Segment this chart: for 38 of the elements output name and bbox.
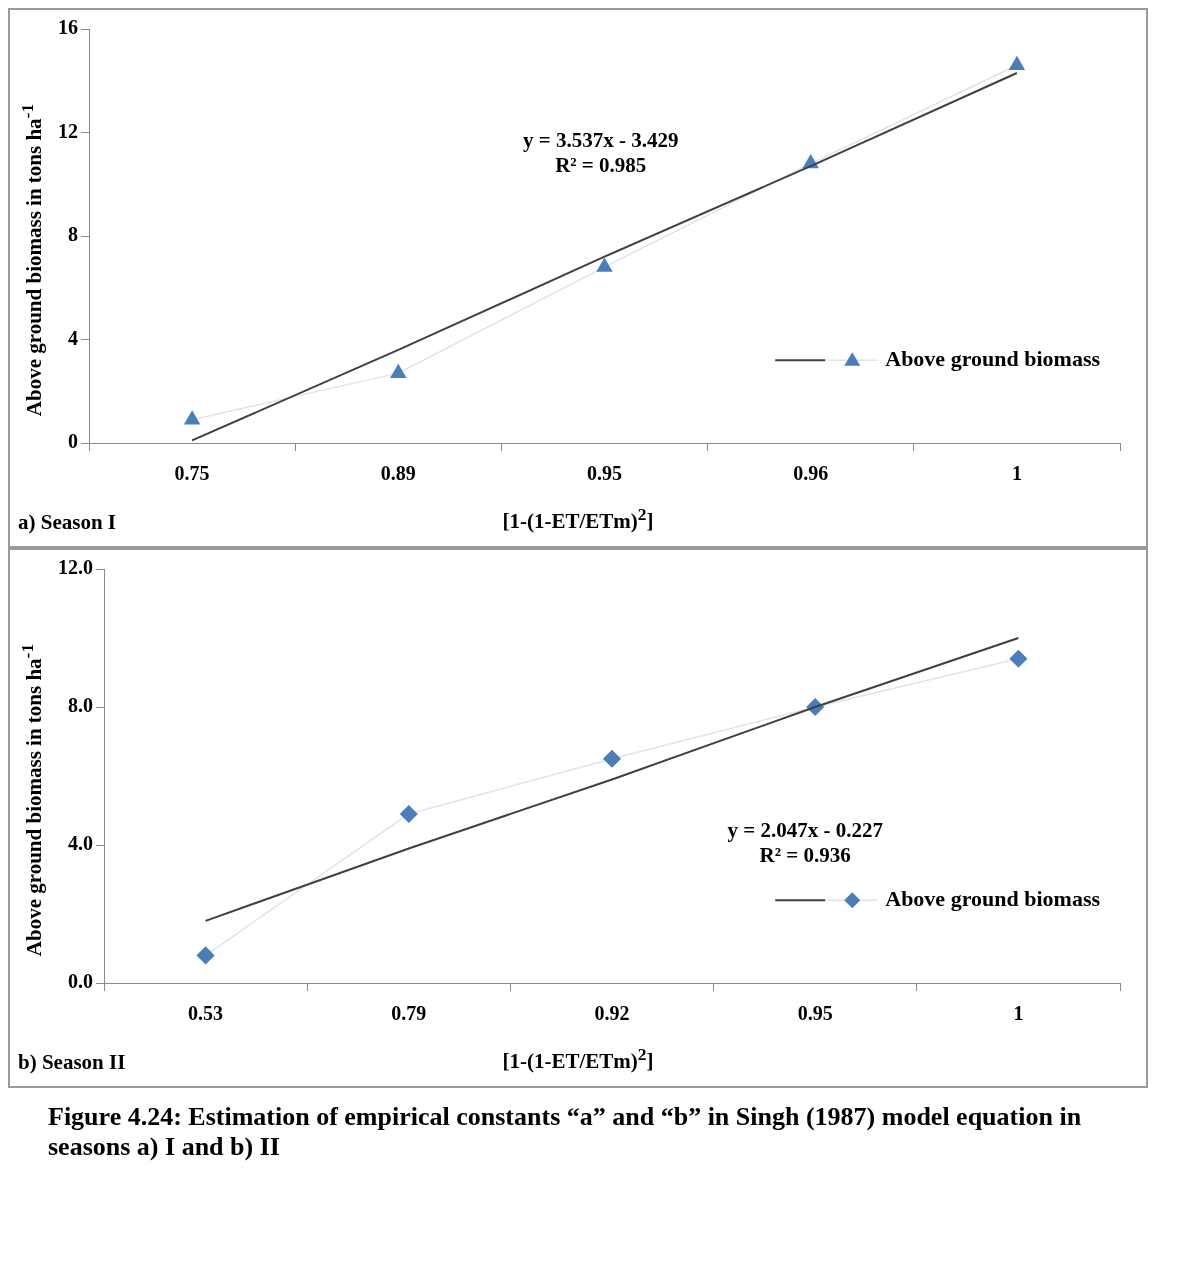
point <box>196 946 215 965</box>
x-tick-label: 0.75 <box>174 462 210 485</box>
annotation: R² = 0.985 <box>554 152 648 178</box>
x-axis-title: [1-(1-ET/ETm)$^{2}$] <box>502 504 654 533</box>
y-tick-label: 12.0 <box>58 556 93 579</box>
y-tick-label: 4 <box>68 326 78 349</box>
y-tick-label: 8.0 <box>68 694 93 717</box>
y-tick-label: 8 <box>68 223 78 246</box>
legend-label: Above ground biomass <box>885 885 1101 911</box>
point <box>596 258 613 272</box>
x-tick-label: 0.92 <box>594 1002 630 1025</box>
point <box>184 410 200 425</box>
x-tick-label: 0.95 <box>587 462 622 485</box>
x-tick-label: 1 <box>1013 1002 1024 1025</box>
annotation: y = 2.047x - 0.227 <box>727 818 883 843</box>
text: a) Season I <box>18 510 117 535</box>
x-tick-label: 0.79 <box>391 1002 427 1025</box>
annotation: y = 3.537x - 3.429 <box>522 127 679 153</box>
point <box>400 805 418 823</box>
point <box>1009 56 1025 70</box>
x-tick-label: 0.96 <box>793 462 829 485</box>
y-tick-label: 16 <box>58 16 78 39</box>
annotation: R² = 0.936 <box>758 843 852 868</box>
point <box>603 750 621 768</box>
legend-label: Above ground biomass <box>885 345 1101 371</box>
x-tick-label: 0.89 <box>380 462 416 485</box>
x-tick-label: 1 <box>1011 462 1022 485</box>
text: b) Season II <box>18 1050 126 1075</box>
point <box>390 364 406 378</box>
y-tick-label: 0.0 <box>68 970 93 993</box>
caption: Figure 4.24: Estimation of empirical constants “a” and “b” in Singh (1987) model equation in seasons a) I and b) II <box>47 1101 1083 1162</box>
point <box>1009 649 1028 668</box>
x-axis-title: [1-(1-ET/ETm)$^{2}$] <box>502 1044 654 1073</box>
y-tick-label: 4.0 <box>68 832 93 855</box>
y-tick-label: 12 <box>58 119 78 142</box>
y-tick-label: 0 <box>68 430 78 453</box>
x-tick-label: 0.95 <box>797 1002 833 1025</box>
x-tick-label: 0.53 <box>188 1002 224 1025</box>
